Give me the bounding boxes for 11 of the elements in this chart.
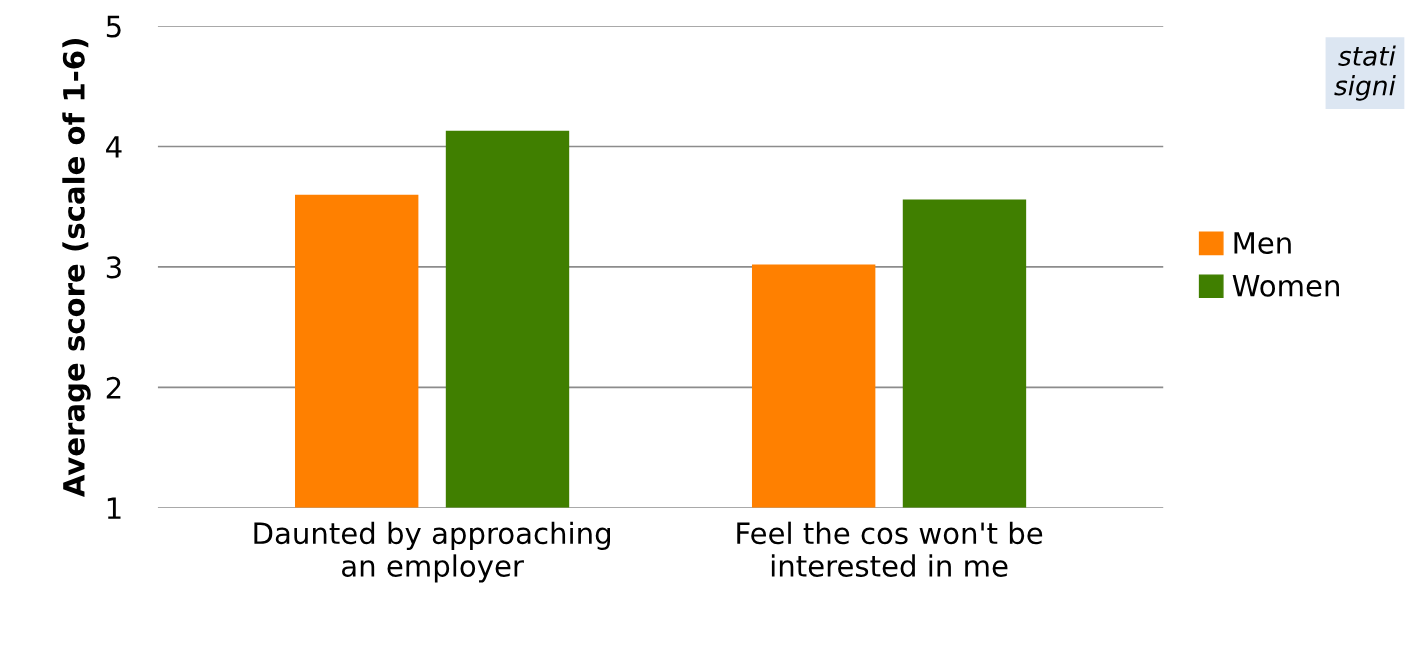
y-tick-label: 4 <box>106 136 122 158</box>
x-tick-label: Feel the cos won't be interested in me <box>737 521 1043 577</box>
legend-label: Women <box>1232 275 1339 297</box>
legend-label: Men <box>1234 232 1291 254</box>
y-tick-label: 5 <box>106 15 121 38</box>
y-axis-title: Average score (scale of 1-6) <box>62 39 91 498</box>
text: stati signi <box>1334 45 1396 101</box>
x-tick-label: Daunted by approaching an employer <box>254 521 610 583</box>
y-tick-label: 3 <box>106 256 121 279</box>
y-tick-label: 1 <box>107 497 121 519</box>
y-tick-label: 2 <box>106 376 121 399</box>
